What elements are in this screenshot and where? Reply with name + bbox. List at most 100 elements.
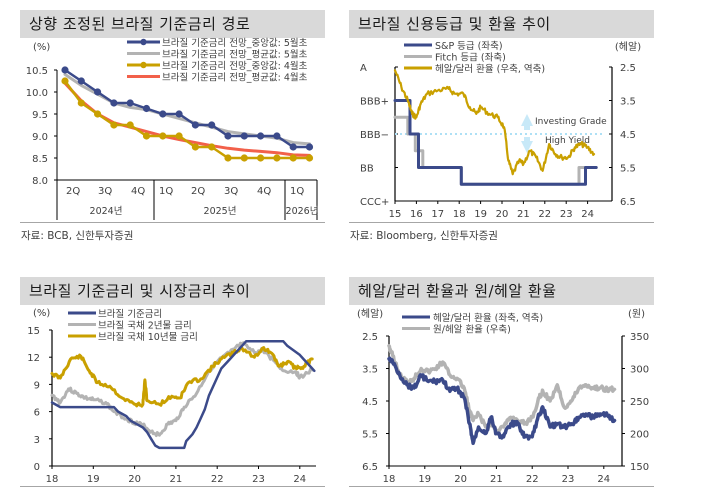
data-point-marker [175,132,183,140]
y-right-tick-label: 250 [630,397,649,408]
x-tick-label: 21 [490,474,503,485]
y-right-tick-label: 4.5 [620,130,636,141]
series-line [50,346,314,408]
x-tick-label: 22 [211,474,224,485]
x-quarter-label: 1Q [159,186,173,197]
data-point-marker [191,143,199,151]
x-quarter-label: 2Q [66,186,80,197]
data-point-marker [175,110,183,118]
x-tick-label: 17 [431,209,444,220]
y-left-tick-label: 4.5 [362,397,378,408]
x-tick-label: 20 [454,474,467,485]
data-point-marker [110,99,118,107]
series-line [63,79,311,160]
y-axis-unit: (%) [33,308,50,319]
x-tick-label: 18 [46,474,59,485]
x-quarter-label: 4Q [257,186,271,197]
legend-label: 브라질 기준금리 전망_중앙값: 5월초 [162,37,308,49]
data-point-marker [305,143,314,151]
legend-label: 브라질 기준금리 [98,308,162,320]
series-line [63,68,311,149]
data-point-marker [224,132,232,140]
data-point-marker [240,132,248,140]
y-left-tick-label: CCC+ [360,197,389,208]
data-point-marker [289,143,297,151]
data-point-marker [208,143,216,151]
data-point-marker [191,121,199,129]
data-point-marker [273,154,281,162]
data-point-marker [110,121,118,129]
x-quarter-label: 2Q [191,186,205,197]
series-line [393,115,598,186]
data-point-marker [77,99,85,107]
x-tick-label: 19 [474,209,487,220]
arrow-up-icon [521,114,533,130]
data-point-marker [126,99,134,107]
data-point-marker [257,132,265,140]
series-line [393,69,596,176]
y-right-tick-label: 300 [630,365,649,376]
x-tick-label: 22 [526,474,539,485]
y-right-tick-label: 6.5 [620,197,636,208]
data-point-marker [257,154,265,162]
y-tick-label: 8.5 [32,154,48,165]
y-right-tick-label: 3.5 [620,97,636,108]
y-left-tick-label: BB [360,164,374,175]
y-tick-label: 9.0 [32,132,48,143]
legend-label: 브라질 기준금리 전망_평균값: 4월초 [162,72,308,84]
y-tick-label: 10.5 [26,66,48,77]
x-quarter-label: 1Q [290,186,304,197]
bottom-divider [20,486,325,487]
x-tick-label: 21 [517,209,530,220]
data-point-marker [289,154,297,162]
x-tick-label: 18 [383,474,396,485]
y-right-tick-label: 350 [630,332,649,343]
data-point-marker [224,154,232,162]
x-quarter-label: 4Q [131,186,145,197]
arrow-down-icon [521,137,533,153]
data-point-marker [240,154,248,162]
y-right-tick-label: 200 [630,430,649,441]
legend-label: S&P 등급 (좌축) [435,41,503,52]
x-tick-label: 24 [581,209,594,220]
y-right-tick-label: 150 [630,462,649,473]
legend-marker [140,61,147,69]
y-left-tick-label: A [360,63,367,74]
y-tick-label: 12 [27,353,40,364]
source-note: 자료: Bloomberg, 신한투자증권 [350,230,498,242]
x-tick-label: 21 [170,474,183,485]
data-point-marker [159,110,167,118]
annotation-high-yield: High Yield [545,136,590,146]
y-left-tick-label: 5.5 [362,430,378,441]
y-tick-label: 9.5 [32,110,48,121]
x-tick-label: 16 [410,209,423,220]
panel-title-policy-path: 상향 조정된 브라질 기준금리 경로 [20,10,325,38]
x-tick-label: 24 [597,474,610,485]
legend-label: 헤알/달러 환율 (좌축, 역축) [433,312,543,324]
y-left-tick-label: 2.5 [362,332,378,343]
series-line [50,340,316,450]
data-point-marker [273,132,281,140]
legend-label: 브라질 기준금리 전망_중앙값: 4월초 [162,60,308,72]
panel-title-fx-rates: 헤알/달러 환율과 원/헤알 환율 [349,277,654,305]
legend-label: 브라질 국채 2년물 금리 [98,320,192,332]
series-line [50,341,314,438]
x-tick-label: 18 [453,209,466,220]
y-tick-label: 8.0 [32,176,48,187]
y-left-tick-label: 3.5 [362,365,378,376]
series-line [393,99,598,186]
data-point-marker [142,132,151,140]
x-quarter-label: 3Q [224,186,238,197]
x-tick-label: 20 [128,474,141,485]
legend-label: 브라질 기준금리 전망_평균값: 5월초 [162,49,308,61]
x-tick-label: 23 [562,474,575,485]
legend-label: 원/헤알 환율 (우축) [433,324,511,336]
data-point-marker [94,88,102,96]
data-point-marker [142,104,151,113]
x-quarter-label: 3Q [98,186,112,197]
panel-title-market-rates: 브라질 기준금리 및 시장금리 추이 [20,277,325,305]
legend-marker [140,38,147,46]
x-tick-label: 23 [560,209,573,220]
legend-label: Fitch 등급 (좌축) [435,53,506,64]
